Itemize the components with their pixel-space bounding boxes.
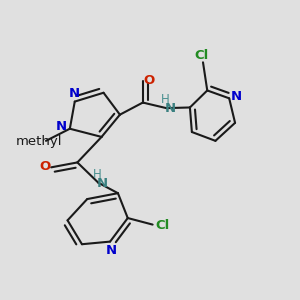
Text: N: N: [165, 102, 176, 115]
Text: O: O: [39, 160, 50, 173]
Text: H: H: [161, 93, 170, 106]
Text: O: O: [144, 74, 155, 87]
Text: H: H: [93, 168, 102, 181]
Text: N: N: [231, 90, 242, 103]
Text: N: N: [69, 87, 80, 100]
Text: Cl: Cl: [194, 49, 208, 62]
Text: N: N: [56, 120, 67, 133]
Text: methyl: methyl: [16, 135, 62, 148]
Text: N: N: [106, 244, 117, 257]
Text: Cl: Cl: [155, 219, 170, 232]
Text: N: N: [97, 177, 108, 190]
